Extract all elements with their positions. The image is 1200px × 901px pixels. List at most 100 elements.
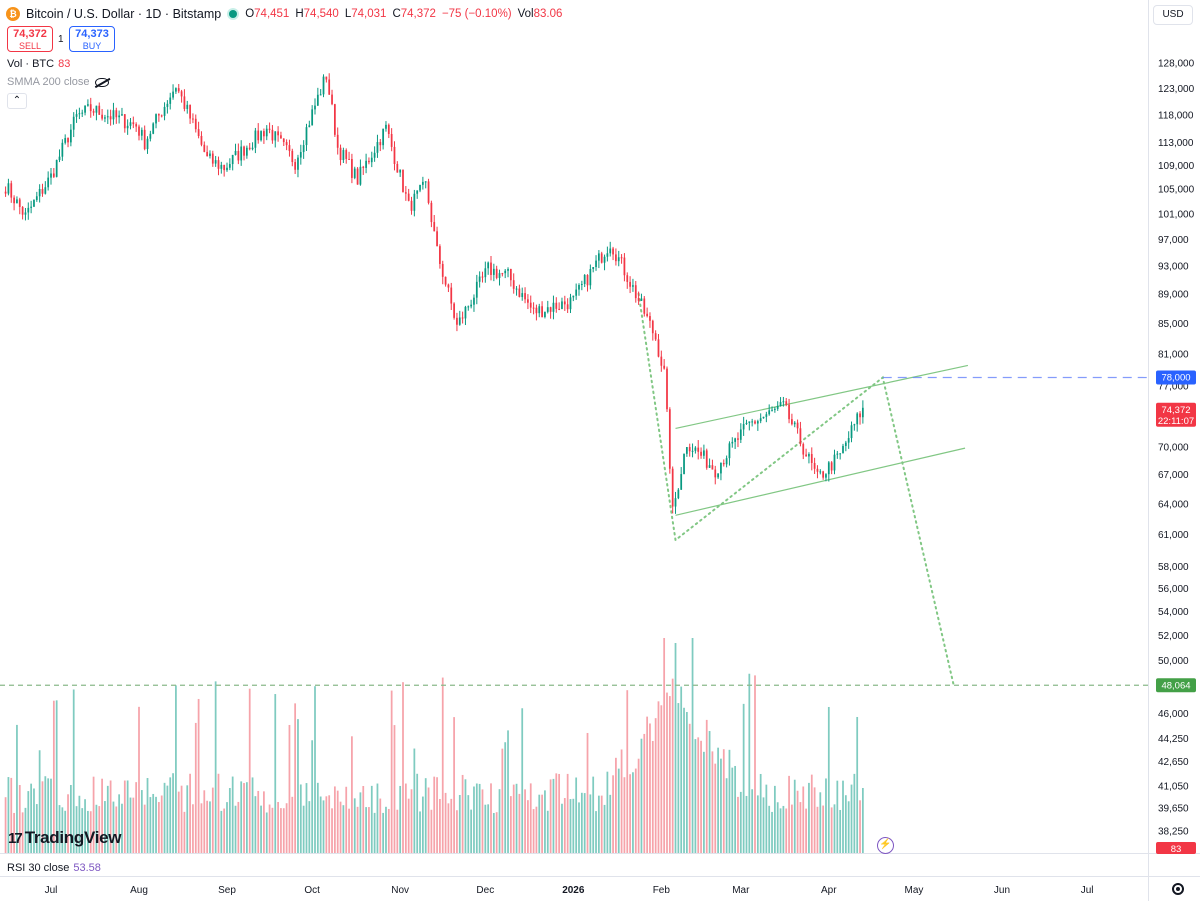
volume-bar [245,782,248,853]
volume-bar [10,777,13,853]
candle-body [118,115,121,118]
candle-body [362,166,365,168]
volume-bar [365,807,367,853]
price-tag-text: 83 [1171,844,1182,855]
hidden-eye-icon[interactable] [94,77,109,87]
rsi-indicator-legend[interactable]: RSI 30 close 53.58 [7,862,101,874]
candle-body [98,105,101,115]
currency-button[interactable]: USD [1153,5,1193,25]
volume-bar [123,780,126,853]
volume-bar [578,802,580,853]
candle-body [291,150,294,163]
gear-icon[interactable] [1172,883,1184,895]
volume-bar [490,783,492,853]
volume-indicator-legend[interactable]: Vol · BTC 83 [7,58,70,70]
volume-bar [481,789,484,853]
candle-body [833,454,836,471]
candle-body [387,124,390,134]
volume-bar [322,800,325,853]
y-tick-label: 89,000 [1158,290,1189,301]
volume-bar [527,800,529,853]
smma-indicator-legend[interactable]: SMMA 200 close [7,76,109,88]
volume-bar [810,774,813,853]
volume-bar [101,778,103,853]
candle-body [728,443,731,459]
candle-body [785,401,788,405]
volume-bar [475,783,478,853]
volume-bar [671,678,674,853]
volume-bar [473,786,475,853]
volume-bar [830,807,833,853]
volume-bar [251,777,254,853]
candle-body [175,88,177,92]
buy-button[interactable]: 74,373 BUY [69,26,115,52]
candle-body [691,450,694,452]
candle-body [649,316,651,321]
candle-body [419,184,421,191]
candle-body [518,288,521,298]
symbol-title[interactable]: Bitcoin / U.S. Dollar · 1D · Bitstamp [26,7,222,21]
candle-body [615,254,617,262]
candle-body [319,94,322,96]
volume-bar [294,703,297,853]
candle-body [58,156,61,160]
volume-bar [765,784,768,853]
volume-bar [98,806,101,853]
candle-body [444,276,447,285]
volume-bar [194,722,197,853]
volume-bar [234,805,237,853]
volume-bar [263,791,265,853]
candle-body [268,128,271,130]
candle-body [143,129,146,150]
volume-bar [532,809,535,853]
volume-bar [183,811,186,853]
price-tag-text: 78,000 [1161,373,1190,384]
candle-body [115,110,118,118]
y-tick-label: 46,000 [1158,709,1189,720]
candle-body [421,181,424,185]
candle-body [251,147,254,150]
volume-bar [402,682,404,853]
volume-bar [177,791,180,853]
volume-bar [847,801,850,853]
candle-body [260,131,262,141]
candle-body [186,104,189,109]
volume-bar [146,778,149,853]
drawing-annotations[interactable] [0,292,1148,687]
volume-bar [368,807,370,853]
candle-body [231,154,234,165]
volume-bar [4,797,7,853]
candle-body [27,207,30,213]
candle-body [836,453,839,455]
volume-bar [390,690,393,853]
volume-bar [674,643,677,853]
price-tag-text: 74,372 [1161,405,1190,416]
volume-bar [228,788,231,853]
candle-body [370,157,373,163]
spread-value: 1 [58,34,64,45]
candle-body [16,199,18,204]
volume-bar [24,807,27,853]
sell-button[interactable]: 74,372 SELL [7,26,53,52]
volume-bar [836,780,839,853]
volume-bar [217,773,220,853]
volume-bar [257,790,260,853]
volume-bar [742,703,745,853]
candle-body [331,94,333,105]
chart-axes: 128,000 123,000 118,000 113,000 109,000 105,0… [45,59,1195,896]
candle-body [558,308,561,310]
lightning-icon[interactable]: ⚡ [877,837,894,854]
collapse-legend-button[interactable]: ⌃ [7,93,27,109]
volume-bar [856,716,859,853]
candle-body [544,311,546,318]
candle-body [637,298,640,301]
volume-bar [791,804,793,853]
candle-body [569,297,572,310]
y-tick-label: 77,000 [1158,382,1189,393]
volume-bar [189,773,191,853]
volume-bar [47,778,50,853]
y-tick-label: 123,000 [1158,84,1195,95]
x-tick-label: Sep [218,885,236,896]
volume-bar [649,723,651,853]
